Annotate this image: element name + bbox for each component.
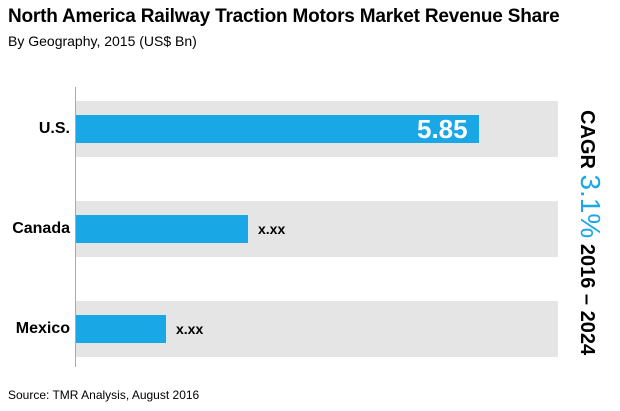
cagr-annotation: CAGR 3.1% 2016 – 2024: [566, 110, 614, 360]
source-note: Source: TMR Analysis, August 2016: [8, 388, 200, 402]
data-label: x.xx: [176, 321, 204, 337]
category-label: U.S.: [38, 120, 70, 137]
bar-mexico: [76, 315, 166, 343]
cagr-prefix: CAGR: [576, 110, 598, 169]
bar-canada: [76, 215, 248, 243]
data-label: x.xx: [258, 221, 286, 237]
category-label: Canada: [12, 220, 70, 237]
chart-title: North America Railway Traction Motors Ma…: [8, 6, 560, 27]
chart-subtitle: By Geography, 2015 (US$ Bn): [8, 33, 197, 49]
data-label: 5.85: [417, 114, 468, 144]
cagr-period: 2016 – 2024: [576, 243, 598, 356]
cagr-text: CAGR 3.1% 2016 – 2024: [573, 110, 606, 356]
plot-area: 5.85 U.S. x.xx Canada x.xx Mexico: [12, 87, 559, 367]
bar-u-s: [76, 115, 479, 143]
category-label: Mexico: [15, 320, 70, 337]
cagr-value: 3.1%: [575, 174, 606, 239]
